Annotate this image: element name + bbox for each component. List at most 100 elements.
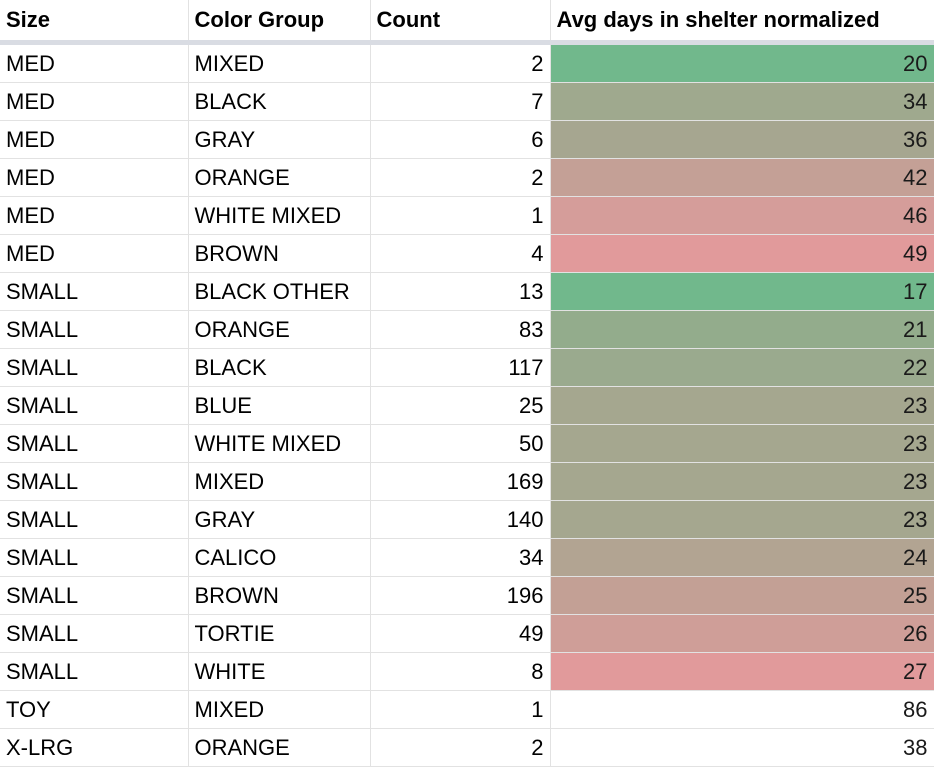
cell-count[interactable]: 196 <box>370 576 551 615</box>
cell-color-group[interactable]: BROWN <box>188 234 371 273</box>
cell-color-group[interactable]: BLACK <box>188 348 371 387</box>
cell-count[interactable]: 1 <box>370 690 551 729</box>
cell-color-group[interactable]: GRAY <box>188 120 371 159</box>
cell-avg-days[interactable]: 49 <box>550 234 934 273</box>
cell-size[interactable]: MED <box>0 42 189 83</box>
cell-count[interactable]: 4 <box>370 234 551 273</box>
cell-size[interactable]: MED <box>0 196 189 235</box>
table-row: MED MIXED 2 20 <box>0 42 934 83</box>
table-row: SMALL BLACK 117 22 <box>0 348 934 387</box>
cell-count[interactable]: 2 <box>370 42 551 83</box>
cell-color-group[interactable]: ORANGE <box>188 158 371 197</box>
cell-color-group[interactable]: BLACK <box>188 82 371 121</box>
table-row: MED BROWN 4 49 <box>0 234 934 273</box>
cell-size[interactable]: SMALL <box>0 652 189 691</box>
cell-color-group[interactable]: ORANGE <box>188 728 371 767</box>
header-row: Size Color Group Count Avg days in shelt… <box>0 0 934 45</box>
cell-color-group[interactable]: MIXED <box>188 42 371 83</box>
cell-count[interactable]: 2 <box>370 728 551 767</box>
cell-count[interactable]: 117 <box>370 348 551 387</box>
header-avg-days[interactable]: Avg days in shelter normalized <box>550 0 934 45</box>
cell-size[interactable]: SMALL <box>0 386 189 425</box>
cell-color-group[interactable]: ORANGE <box>188 310 371 349</box>
cell-avg-days[interactable]: 25 <box>550 576 934 615</box>
table-row: SMALL WHITE MIXED 50 23 <box>0 424 934 463</box>
cell-avg-days[interactable]: 23 <box>550 386 934 425</box>
cell-avg-days[interactable]: 20 <box>550 42 934 83</box>
cell-size[interactable]: SMALL <box>0 424 189 463</box>
cell-size[interactable]: MED <box>0 120 189 159</box>
cell-count[interactable]: 169 <box>370 462 551 501</box>
cell-avg-days[interactable]: 42 <box>550 158 934 197</box>
cell-size[interactable]: TOY <box>0 690 189 729</box>
cell-count[interactable]: 2 <box>370 158 551 197</box>
table-row: SMALL BROWN 196 25 <box>0 576 934 615</box>
cell-size[interactable]: MED <box>0 158 189 197</box>
cell-size[interactable]: SMALL <box>0 614 189 653</box>
cell-count[interactable]: 1 <box>370 196 551 235</box>
table-row: MED ORANGE 2 42 <box>0 158 934 197</box>
cell-avg-days[interactable]: 34 <box>550 82 934 121</box>
cell-color-group[interactable]: MIXED <box>188 690 371 729</box>
cell-avg-days[interactable]: 21 <box>550 310 934 349</box>
cell-count[interactable]: 49 <box>370 614 551 653</box>
cell-color-group[interactable]: BLACK OTHER <box>188 272 371 311</box>
cell-size[interactable]: SMALL <box>0 462 189 501</box>
cell-avg-days[interactable]: 27 <box>550 652 934 691</box>
header-size[interactable]: Size <box>0 0 189 45</box>
table-header: Size Color Group Count Avg days in shelt… <box>0 0 934 45</box>
table-row: X-LRG ORANGE 2 38 <box>0 728 934 767</box>
table-row: TOY MIXED 1 86 <box>0 690 934 729</box>
cell-count[interactable]: 25 <box>370 386 551 425</box>
cell-count[interactable]: 13 <box>370 272 551 311</box>
cell-avg-days[interactable]: 36 <box>550 120 934 159</box>
cell-avg-days[interactable]: 23 <box>550 500 934 539</box>
cell-count[interactable]: 7 <box>370 82 551 121</box>
cell-avg-days[interactable]: 17 <box>550 272 934 311</box>
cell-color-group[interactable]: WHITE <box>188 652 371 691</box>
cell-avg-days[interactable]: 24 <box>550 538 934 577</box>
cell-avg-days[interactable]: 86 <box>550 690 934 729</box>
cell-size[interactable]: X-LRG <box>0 728 189 767</box>
cell-count[interactable]: 83 <box>370 310 551 349</box>
cell-color-group[interactable]: MIXED <box>188 462 371 501</box>
cell-color-group[interactable]: BROWN <box>188 576 371 615</box>
table-row: MED GRAY 6 36 <box>0 120 934 159</box>
cell-size[interactable]: SMALL <box>0 348 189 387</box>
cell-color-group[interactable]: WHITE MIXED <box>188 424 371 463</box>
cell-color-group[interactable]: CALICO <box>188 538 371 577</box>
cell-color-group[interactable]: WHITE MIXED <box>188 196 371 235</box>
cell-count[interactable]: 140 <box>370 500 551 539</box>
cell-color-group[interactable]: BLUE <box>188 386 371 425</box>
table-row: MED BLACK 7 34 <box>0 82 934 121</box>
cell-size[interactable]: MED <box>0 82 189 121</box>
cell-avg-days[interactable]: 22 <box>550 348 934 387</box>
table-row: SMALL BLACK OTHER 13 17 <box>0 272 934 311</box>
cell-avg-days[interactable]: 23 <box>550 424 934 463</box>
cell-avg-days[interactable]: 26 <box>550 614 934 653</box>
cell-count[interactable]: 6 <box>370 120 551 159</box>
table-row: MED WHITE MIXED 1 46 <box>0 196 934 235</box>
cell-avg-days[interactable]: 38 <box>550 728 934 767</box>
cell-size[interactable]: SMALL <box>0 500 189 539</box>
cell-color-group[interactable]: GRAY <box>188 500 371 539</box>
header-count[interactable]: Count <box>370 0 551 45</box>
cell-count[interactable]: 34 <box>370 538 551 577</box>
cell-count[interactable]: 8 <box>370 652 551 691</box>
table-row: SMALL WHITE 8 27 <box>0 652 934 691</box>
cell-size[interactable]: MED <box>0 234 189 273</box>
table-row: SMALL ORANGE 83 21 <box>0 310 934 349</box>
cell-count[interactable]: 50 <box>370 424 551 463</box>
cell-color-group[interactable]: TORTIE <box>188 614 371 653</box>
cell-avg-days[interactable]: 46 <box>550 196 934 235</box>
cell-size[interactable]: SMALL <box>0 538 189 577</box>
cell-size[interactable]: SMALL <box>0 310 189 349</box>
header-color-group[interactable]: Color Group <box>188 0 371 45</box>
cell-size[interactable]: SMALL <box>0 272 189 311</box>
table-row: SMALL MIXED 169 23 <box>0 462 934 501</box>
table-row: SMALL CALICO 34 24 <box>0 538 934 577</box>
cell-size[interactable]: SMALL <box>0 576 189 615</box>
cell-avg-days[interactable]: 23 <box>550 462 934 501</box>
